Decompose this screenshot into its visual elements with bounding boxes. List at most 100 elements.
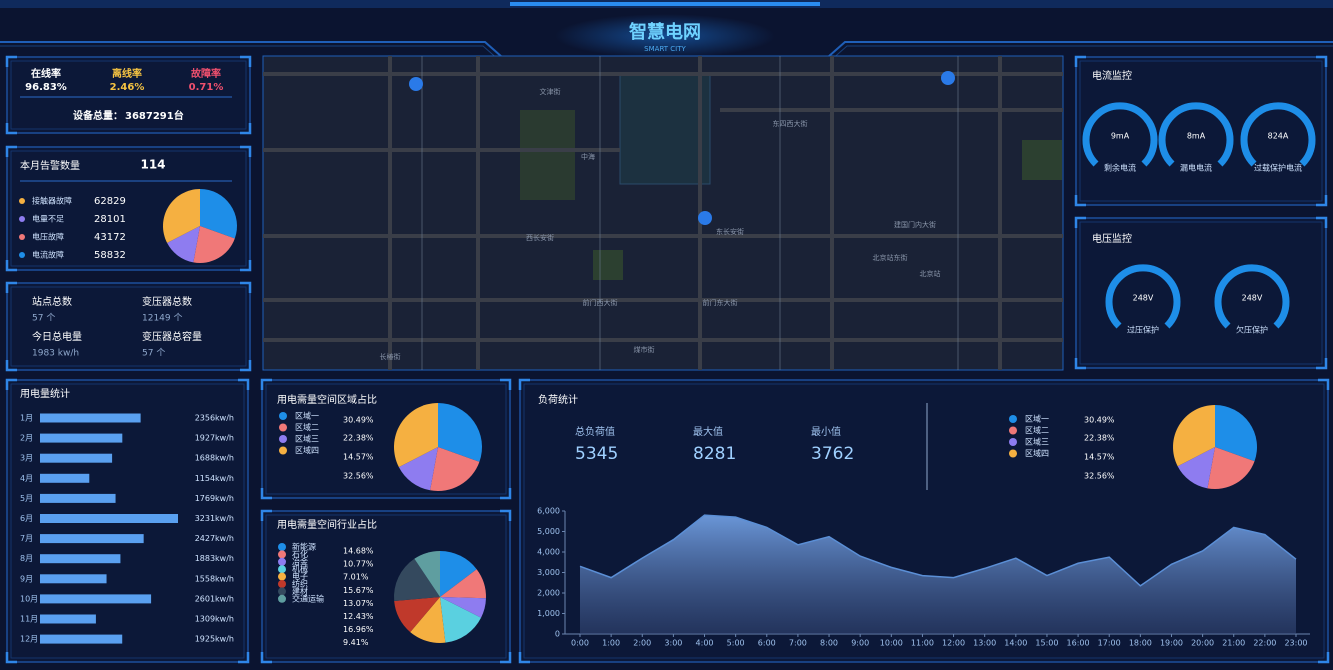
value-label: 14.57% [1084, 453, 1115, 462]
panel-corner [1318, 652, 1330, 664]
y-tick-label: 5,000 [537, 527, 560, 536]
value-label: 15.67% [343, 586, 374, 595]
panel-corner [1074, 55, 1086, 67]
page-subtitle: SMART CITY [644, 45, 686, 53]
x-tick-label: 6:00 [758, 639, 776, 648]
panel-inner [10, 60, 247, 130]
legend-dot [278, 580, 286, 588]
value-label: 22.38% [1084, 434, 1115, 443]
y-tick-label: 3,000 [537, 568, 560, 577]
map-roads [263, 56, 1063, 370]
panel-corner [238, 652, 250, 664]
stat-value: 3762 [811, 444, 854, 464]
legend-dot [1009, 449, 1017, 458]
value-label: 1309kw/h [195, 615, 234, 624]
map-label: 前门西大街 [583, 298, 618, 307]
x-tick-label: 10:00 [880, 639, 903, 648]
panel [6, 56, 251, 134]
value-label: 1769kw/h [195, 494, 234, 503]
x-tick-label: 2:00 [633, 639, 651, 648]
pie-slice [162, 189, 200, 243]
pie-slice [393, 403, 438, 468]
pie-slice [440, 551, 477, 597]
map-park [520, 110, 575, 200]
panel-corner [1074, 195, 1086, 207]
page-title: 智慧电网 [629, 21, 701, 43]
panel-title: 电压监控 [1092, 232, 1132, 245]
y-tick-label: 10月 [20, 594, 38, 603]
pie-slice [1173, 405, 1215, 467]
x-tick-label: 20:00 [1191, 639, 1214, 648]
map-park [1022, 140, 1062, 180]
legend-label: 区域三 [1025, 437, 1049, 447]
panel-corner [500, 488, 512, 500]
stat-label: 总负荷值 [575, 425, 615, 438]
panel-corner [240, 123, 252, 135]
x-tick-label: 14:00 [1004, 639, 1027, 648]
x-tick-label: 7:00 [789, 639, 807, 648]
stat-label: 最大值 [693, 425, 723, 438]
map-label: 北京站 [920, 269, 941, 278]
gauge-value: 248V [1242, 294, 1263, 303]
value-label: 14.68% [343, 547, 374, 556]
pie-slice [440, 569, 487, 599]
map-marker[interactable] [409, 77, 423, 91]
y-tick-label: 2,000 [537, 589, 560, 598]
legend-label: 电子 [292, 571, 308, 581]
y-tick-label: 0 [555, 630, 560, 639]
value-label: 14.57% [343, 453, 374, 462]
legend-dot [1009, 415, 1017, 423]
panel [1075, 56, 1327, 206]
x-tick-label: 3:00 [664, 639, 682, 648]
legend-dot [19, 216, 25, 222]
legend-label: 区域四 [1025, 448, 1049, 458]
gauge-value: 248V [1133, 294, 1154, 303]
panel-corner [5, 378, 17, 390]
pie-slice [193, 226, 235, 263]
station-value: 12149 个 [142, 313, 183, 324]
value-label: 1154kw/h [195, 474, 234, 483]
x-tick-label: 13:00 [973, 639, 996, 648]
map-marker[interactable] [941, 71, 955, 85]
value-label: 13.07% [343, 599, 374, 608]
gauge-label: 过压保护 [1127, 325, 1159, 335]
panel [6, 282, 251, 371]
bar [40, 634, 123, 644]
panel-corner [5, 281, 17, 293]
x-tick-label: 19:00 [1160, 639, 1183, 648]
legend-label: 电流故障 [32, 250, 64, 260]
value-label: 1925kw/h [195, 635, 234, 644]
panel-corner [240, 145, 252, 157]
value-label: 30.49% [343, 416, 374, 425]
legend-dot [279, 435, 287, 443]
gauge-arc [1214, 264, 1290, 329]
y-tick-label: 11月 [20, 615, 38, 624]
gauge-label: 欠压保护 [1236, 325, 1268, 335]
map-label: 煤市街 [634, 345, 655, 354]
panel-corner [260, 652, 272, 664]
y-tick-label: 4月 [20, 474, 33, 483]
legend-dot [278, 594, 286, 603]
panel-corner [518, 652, 530, 664]
status-value: 0.71% [189, 82, 224, 93]
pie-slice [167, 226, 200, 263]
legend-dot [19, 234, 25, 240]
y-tick-label: 12月 [20, 635, 38, 644]
x-tick-label: 23:00 [1284, 639, 1307, 648]
pie-slice [398, 447, 438, 491]
map-marker[interactable] [698, 211, 712, 225]
panel-corner [1074, 358, 1086, 370]
bar [40, 473, 90, 483]
value-label: 7.01% [343, 573, 369, 582]
x-tick-label: 17:00 [1098, 639, 1121, 648]
panel-inner [1079, 60, 1323, 202]
pie-slice [430, 447, 480, 491]
station-value: 1983 kw/h [32, 349, 79, 359]
pie-slice [1215, 405, 1257, 462]
legend-dot [1009, 426, 1017, 435]
gauge-arc [1240, 102, 1316, 167]
station-label: 变压器总数 [142, 295, 192, 308]
station-label: 站点总数 [32, 295, 72, 308]
